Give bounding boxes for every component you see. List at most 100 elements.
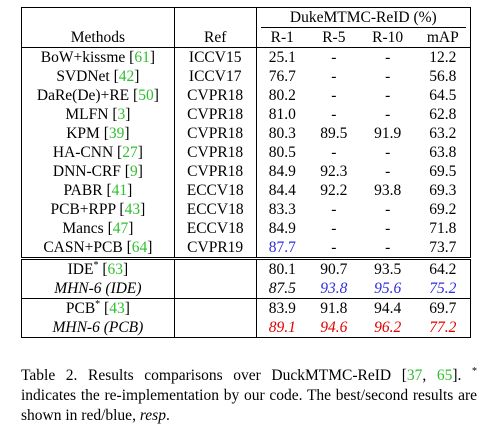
cell-method: MLFN [3] <box>21 105 175 124</box>
cell-r5: - <box>331 68 337 85</box>
cell-r10: - <box>385 144 391 161</box>
cell-map: 12.2 <box>415 47 471 67</box>
table-row: BoW+kissme [61] ICCV15 25.1 - - 12.2 <box>21 47 471 67</box>
cell-r10: 91.9 <box>374 125 402 142</box>
cell-ref: CVPR18 <box>173 124 257 143</box>
cell-r5: - <box>331 144 337 161</box>
cell-map: 62.8 <box>415 105 471 124</box>
cell-r10: - <box>385 220 391 237</box>
cell-r5: - <box>331 106 337 123</box>
cell-r10: 95.6 <box>374 280 402 297</box>
cell-r5: 89.5 <box>320 125 348 142</box>
cell-r5: 92.3 <box>320 163 348 180</box>
cell-r5: 91.8 <box>320 300 348 317</box>
method-pcb: PCB* [43] <box>21 298 175 318</box>
cell-method: DNN-CRF [9] <box>21 162 175 181</box>
cell-ref: ECCV18 <box>173 181 257 200</box>
col-header-r1: R-1 <box>270 29 294 46</box>
cell-r5: - <box>331 49 337 66</box>
cell-r1: 81.0 <box>268 106 296 123</box>
cell-r10: - <box>385 49 391 66</box>
cell-r1: 87.7 <box>268 239 296 256</box>
dataset-header: DukeMTMC-ReID (%) <box>256 7 472 28</box>
cell-r10: - <box>385 87 391 104</box>
cell-method: PCB+RPP [43] <box>21 200 175 219</box>
col-header-r5: R-5 <box>322 29 346 46</box>
cell-ref: CVPR19 <box>173 238 257 259</box>
cell-ref: CVPR18 <box>173 86 257 105</box>
cell-ref: CVPR18 <box>173 105 257 124</box>
cell-r1: 83.3 <box>268 201 296 218</box>
table-row: HA-CNN [27] CVPR18 80.5 - - 63.8 <box>21 143 471 162</box>
col-header-methods: Methods <box>21 28 175 48</box>
cell-r5: 94.6 <box>320 319 348 336</box>
cell-r5: - <box>331 201 337 218</box>
table-row: DaRe(De)+RE [50] CVPR18 80.2 - - 64.5 <box>21 86 471 105</box>
table-row: PCB+RPP [43] ECCV18 83.3 - - 69.2 <box>21 200 471 219</box>
cell-map: 64.2 <box>415 258 471 279</box>
cell-map: 71.8 <box>415 219 471 238</box>
method-mhn-ide: MHN-6 (IDE) <box>21 279 175 299</box>
cell-map: 63.2 <box>415 124 471 143</box>
cell-r1: 84.9 <box>268 163 296 180</box>
col-header-map: mAP <box>415 28 471 48</box>
col-header-r10: R-10 <box>372 29 404 46</box>
method-ide: IDE* [63] <box>21 258 175 279</box>
cell-map: 73.7 <box>415 238 471 259</box>
cell-r1: 83.9 <box>268 300 296 317</box>
cell-r1: 80.5 <box>268 144 296 161</box>
cell-r1: 87.5 <box>268 280 296 297</box>
table-row: KPM [39] CVPR18 80.3 89.5 91.9 63.2 <box>21 124 471 143</box>
cell-r1: 89.1 <box>268 319 296 336</box>
cell-method: HA-CNN [27] <box>21 143 175 162</box>
cell-r10: 94.4 <box>374 300 402 317</box>
cell-method: KPM [39] <box>21 124 175 143</box>
table-row: CASN+PCB [64] CVPR19 87.7 - - 73.7 <box>21 238 471 259</box>
cell-r1: 76.7 <box>268 68 296 85</box>
table-row: Mancs [47] ECCV18 84.9 - - 71.8 <box>21 219 471 238</box>
cell-map: 75.2 <box>415 279 471 299</box>
method-mhn-pcb: MHN-6 (PCB) <box>21 318 175 338</box>
cell-map: 64.5 <box>415 86 471 105</box>
cell-method: DaRe(De)+RE [50] <box>21 86 175 105</box>
cell-r5: - <box>331 220 337 237</box>
cell-map: 69.5 <box>415 162 471 181</box>
cell-method: SVDNet [42] <box>21 67 175 86</box>
cell-method: Mancs [47] <box>21 219 175 238</box>
cell-r1: 80.2 <box>268 87 296 104</box>
cell-r10: - <box>385 163 391 180</box>
cell-ref: ICCV17 <box>173 67 257 86</box>
cell-r10: 93.5 <box>374 261 402 278</box>
cell-r5: 92.2 <box>320 182 348 199</box>
cell-r1: 80.3 <box>268 125 296 142</box>
cell-r5: - <box>331 239 337 256</box>
cell-method: PABR [41] <box>21 181 175 200</box>
cell-ref: ECCV18 <box>173 219 257 238</box>
cell-r5: 90.7 <box>320 261 348 278</box>
table-row: SVDNet [42] ICCV17 76.7 - - 56.8 <box>21 67 471 86</box>
cell-map: 77.2 <box>415 318 471 338</box>
cell-ref: ECCV18 <box>173 200 257 219</box>
table-row: DNN-CRF [9] CVPR18 84.9 92.3 - 69.5 <box>21 162 471 181</box>
cell-r10: 96.2 <box>374 319 402 336</box>
cell-ref: CVPR18 <box>173 143 257 162</box>
cell-map: 56.8 <box>415 67 471 86</box>
table-caption: Table 2. Results comparisons over DuckMT… <box>21 365 477 424</box>
col-header-ref: Ref <box>173 28 257 48</box>
cell-r10: 93.8 <box>374 182 402 199</box>
cell-r5: 93.8 <box>320 280 348 297</box>
cell-r10: - <box>385 68 391 85</box>
cell-r1: 84.9 <box>268 220 296 237</box>
cell-r1: 25.1 <box>268 49 296 66</box>
cell-method: BoW+kissme [61] <box>21 47 175 67</box>
cell-r10: - <box>385 239 391 256</box>
cell-map: 63.8 <box>415 143 471 162</box>
cell-r10: - <box>385 106 391 123</box>
cell-ref: CVPR18 <box>173 162 257 181</box>
cell-map: 69.3 <box>415 181 471 200</box>
cell-r10: - <box>385 201 391 218</box>
cell-method: CASN+PCB [64] <box>21 238 175 259</box>
cell-map: 69.7 <box>415 298 471 318</box>
results-table: DukeMTMC-ReID (%) Methods Ref R-1 R-5 R-… <box>21 7 472 338</box>
